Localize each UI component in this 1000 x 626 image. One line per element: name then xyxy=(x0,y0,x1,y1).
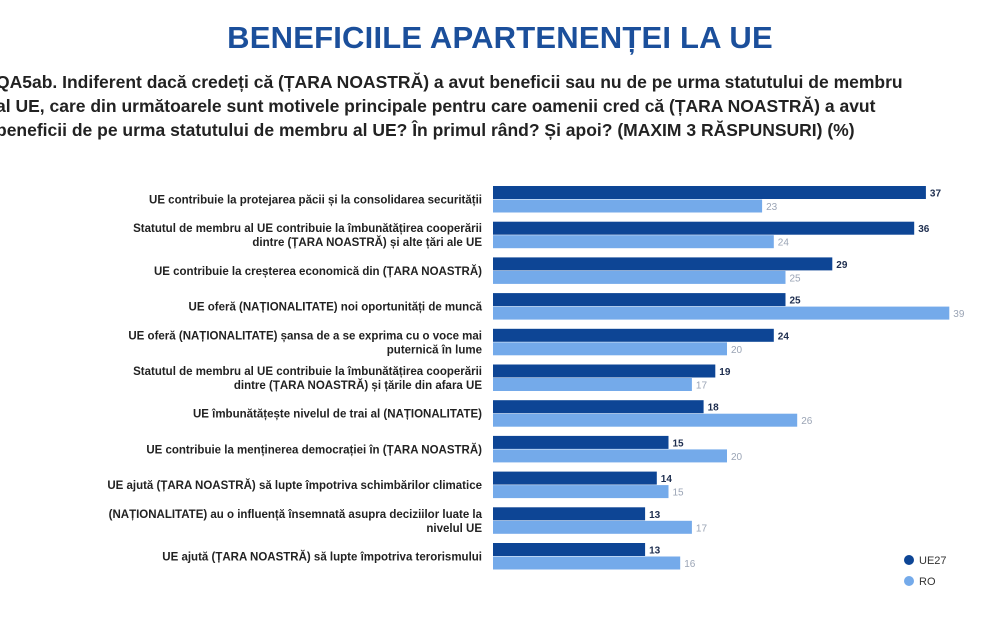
data-label: 20 xyxy=(731,452,743,463)
bar-ro xyxy=(493,520,692,534)
data-label: 24 xyxy=(778,238,790,249)
data-label: 24 xyxy=(778,331,790,342)
category-label: UE ajută (ȚARA NOASTRĂ) să lupte împotri… xyxy=(107,479,482,492)
category-label: dintre (ȚARA NOASTRĂ) și alte țări ale U… xyxy=(252,236,482,249)
category-label: (NAȚIONALITATE) au o influență însemnată… xyxy=(109,509,483,521)
question-line: al UE, care din următoarele sunt motivel… xyxy=(0,96,876,116)
bar-ue27 xyxy=(493,507,646,521)
bar-ue27 xyxy=(493,257,833,271)
data-label: 25 xyxy=(790,296,802,307)
category-label: UE contribuie la menținerea democrației … xyxy=(146,443,482,456)
bar-ue27 xyxy=(493,186,926,199)
category-label: UE oferă (NAȚIONALITATE) șansa de a se e… xyxy=(128,330,482,342)
data-label: 26 xyxy=(801,416,813,427)
category-label: UE îmbunătățește nivelul de trai al (NAȚ… xyxy=(193,409,482,421)
bar-ue27 xyxy=(493,293,786,307)
data-label: 13 xyxy=(649,546,661,557)
legend-label: RO xyxy=(919,576,936,588)
question-line: beneficii de pe urma statutului de membr… xyxy=(0,120,855,140)
data-label: 16 xyxy=(684,559,696,570)
bar-ro xyxy=(493,235,774,249)
data-label: 20 xyxy=(731,345,743,356)
category-label: UE oferă (NAȚIONALITATE) noi oportunităț… xyxy=(189,302,483,314)
data-label: 15 xyxy=(673,438,685,449)
legend-marker xyxy=(904,576,914,586)
bar-ue27 xyxy=(493,221,915,235)
data-label: 18 xyxy=(708,403,720,414)
category-label: Statutul de membru al UE contribuie la î… xyxy=(133,366,482,378)
category-label: dintre (ȚARA NOASTRĂ) și țările din afar… xyxy=(234,379,482,392)
bar-ue27 xyxy=(493,435,669,449)
category-label: nivelul UE xyxy=(426,523,482,535)
question-text: QA5ab. Indiferent dacă credeți că (ȚARA … xyxy=(0,70,996,142)
bar-ue27 xyxy=(493,364,716,378)
data-label: 25 xyxy=(790,273,802,284)
legend-marker xyxy=(904,555,914,565)
bar-ro xyxy=(493,342,727,356)
question-line: QA5ab. Indiferent dacă credeți că (ȚARA … xyxy=(0,72,903,92)
category-label: UE ajută (ȚARA NOASTRĂ) să lupte împotri… xyxy=(162,551,482,564)
bar-ro xyxy=(493,556,681,570)
data-label: 15 xyxy=(673,488,685,499)
category-label: UE contribuie la creșterea economică din… xyxy=(154,265,482,278)
data-label: 23 xyxy=(766,202,778,213)
bar-ue27 xyxy=(493,400,704,414)
bar-ro xyxy=(493,270,786,284)
bar-ue27 xyxy=(493,471,657,485)
bar-ro xyxy=(493,413,798,427)
legend-label: UE27 xyxy=(919,555,947,567)
data-label: 17 xyxy=(696,523,708,534)
bar-ro xyxy=(493,485,669,499)
bar-ue27 xyxy=(493,543,646,556)
data-label: 39 xyxy=(953,309,965,320)
data-label: 19 xyxy=(719,367,731,378)
bar-ue27 xyxy=(493,328,774,342)
category-label: Statutul de membru al UE contribuie la î… xyxy=(133,223,482,235)
data-label: 13 xyxy=(649,510,661,521)
category-label: UE contribuie la protejarea păcii și la … xyxy=(149,195,482,207)
bar-ro xyxy=(493,306,950,320)
page-title: BENEFICIILE APARTENENȚEI LA UE xyxy=(227,20,773,55)
data-label: 36 xyxy=(918,224,930,235)
bar-ro xyxy=(493,449,727,463)
data-label: 29 xyxy=(836,260,848,271)
category-label: puternică în lume xyxy=(387,344,482,356)
data-label: 37 xyxy=(930,189,942,200)
data-label: 17 xyxy=(696,381,708,392)
bar-ro xyxy=(493,378,692,391)
data-label: 14 xyxy=(661,474,673,485)
bar-ro xyxy=(493,199,763,213)
